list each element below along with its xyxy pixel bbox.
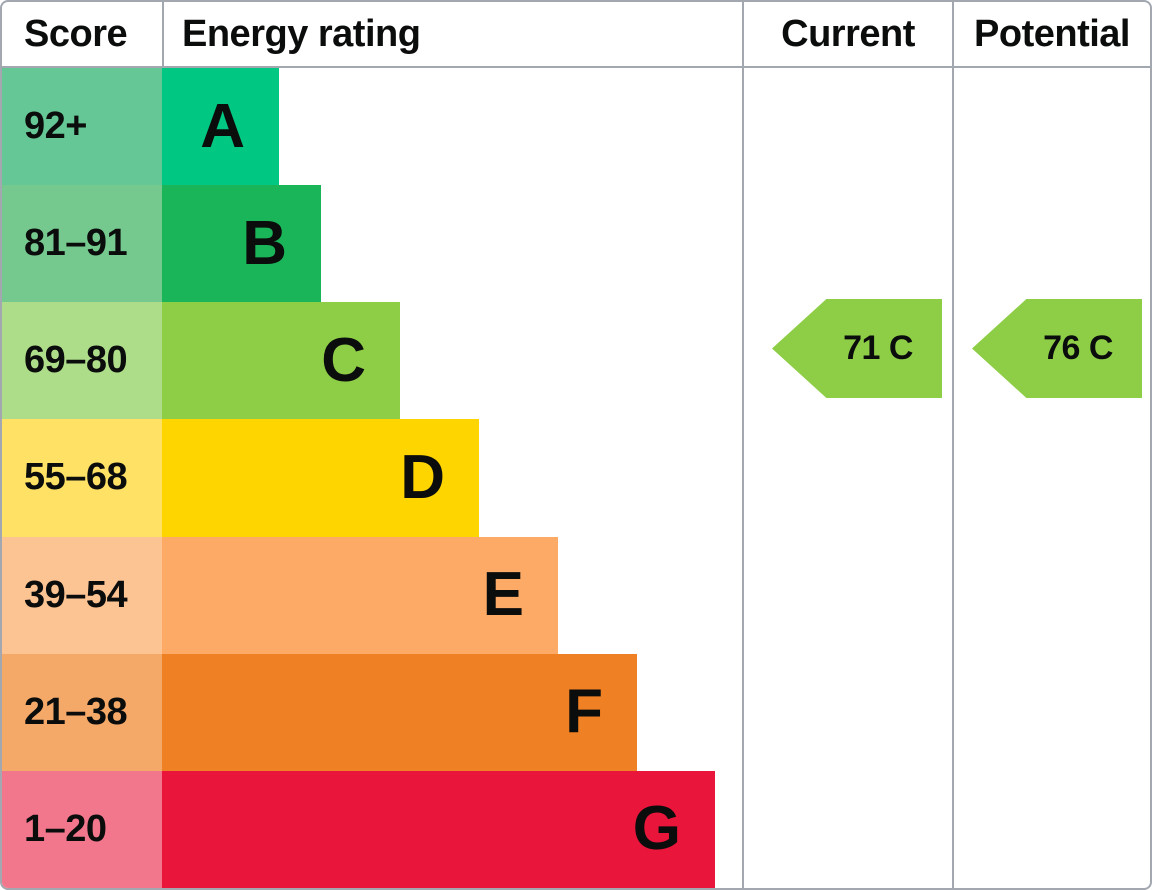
- band-row-g: G: [162, 770, 742, 888]
- score-column: 92+ 81–91 69–80 55–68 39–54 21–38 1–20: [2, 68, 162, 888]
- potential-column: 76 C: [952, 68, 1150, 888]
- band-bar-g: G: [162, 770, 715, 888]
- band-bar-e: E: [162, 536, 558, 654]
- header-row: Score Energy rating Current Potential: [2, 2, 1150, 68]
- band-row-c: C: [162, 302, 742, 420]
- band-bar-f: F: [162, 653, 637, 771]
- current-rating-arrow: 71 C: [772, 299, 942, 398]
- potential-column-header: Potential: [952, 2, 1150, 66]
- band-row-a: A: [162, 68, 742, 186]
- band-bar-c: C: [162, 302, 400, 420]
- band-row-f: F: [162, 653, 742, 771]
- band-row-b: B: [162, 185, 742, 303]
- score-range-f: 21–38: [2, 653, 162, 771]
- potential-rating-arrow: 76 C: [972, 299, 1142, 398]
- score-range-a: 92+: [2, 68, 162, 186]
- score-range-d: 55–68: [2, 419, 162, 537]
- current-column-header: Current: [742, 2, 952, 66]
- energy-rating-column-header: Energy rating: [162, 2, 742, 66]
- score-range-e: 39–54: [2, 536, 162, 654]
- band-bar-d: D: [162, 419, 479, 537]
- chart-body: 92+ 81–91 69–80 55–68 39–54 21–38 1–20 A…: [2, 68, 1150, 888]
- band-bar-b: B: [162, 185, 321, 303]
- current-column: 71 C: [742, 68, 952, 888]
- score-range-c: 69–80: [2, 302, 162, 420]
- score-range-g: 1–20: [2, 770, 162, 888]
- energy-rating-column: A B C D E F G: [162, 68, 742, 888]
- score-column-header: Score: [24, 13, 128, 55]
- score-range-b: 81–91: [2, 185, 162, 303]
- band-row-d: D: [162, 419, 742, 537]
- band-row-e: E: [162, 536, 742, 654]
- band-bar-a: A: [162, 68, 279, 186]
